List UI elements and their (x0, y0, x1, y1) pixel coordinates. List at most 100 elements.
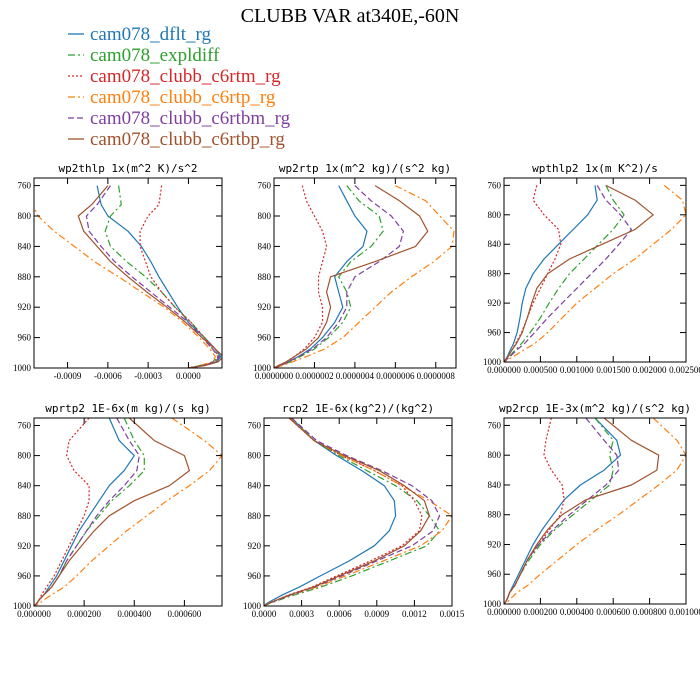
series-line-5 (85, 185, 220, 368)
series-line-3 (504, 418, 565, 604)
panel-title: wp2rtp 1x(m^2 kg)/(s^2 kg) (279, 162, 451, 175)
y-tick-label: 840 (488, 480, 502, 490)
x-tick-label: 0.000400 (117, 609, 151, 619)
y-tick-label: 800 (248, 451, 262, 461)
y-tick-label: 880 (488, 269, 502, 279)
y-tick-label: 960 (18, 333, 32, 343)
series-line-4 (264, 418, 452, 606)
panel-wp2rtp: wp2rtp 1x(m^2 kg)/(s^2 kg) 760 800 840 880 92… (253, 162, 457, 381)
y-tick-label: 760 (18, 181, 32, 191)
legend-entry: cam078_expldiff (68, 45, 220, 66)
series-group (504, 184, 686, 362)
x-tick-label: 0.000000 (487, 607, 521, 617)
x-tick-label: 0.0009 (364, 609, 389, 619)
x-tick-label: 0.0000002 (295, 371, 333, 381)
plot-frame (33, 177, 223, 369)
y-tick-label: 880 (18, 272, 32, 282)
panel-wp2rcp: wp2rcp 1E-3x(m^2 kg)/(s^2 kg) 760 800 840 88… (483, 402, 700, 617)
y-tick-label: 840 (18, 481, 32, 491)
y-tick-label: 760 (18, 421, 32, 431)
series-line-3 (264, 418, 423, 606)
series-line-1 (504, 418, 622, 604)
plot-frame (503, 177, 687, 363)
y-tick-label: 920 (18, 541, 32, 551)
plot-frame (273, 177, 457, 369)
series-line-6 (504, 184, 654, 362)
y-tick-label: 840 (18, 241, 32, 251)
legend-label: cam078_dflt_rg (90, 24, 212, 45)
x-tick-label: 0.0000000 (255, 371, 294, 381)
y-tick-label: 880 (18, 511, 32, 521)
series-line-3 (139, 185, 219, 368)
x-tick-label: 0.000400 (560, 607, 594, 617)
series-line-1 (504, 185, 598, 362)
legend-entry: cam078_dflt_rg (68, 24, 212, 45)
y-tick-label: 760 (488, 420, 502, 430)
y-tick-label: 840 (488, 239, 502, 249)
x-tick-label: 0.0000 (252, 609, 277, 619)
series-line-5 (264, 418, 441, 606)
x-tick-label: 0.001000 (560, 365, 594, 375)
legend-entry: cam078_clubb_c6rtm_rg (68, 66, 281, 87)
y-tick-label: 1000 (243, 601, 262, 611)
y-tick-label: 960 (258, 333, 272, 343)
x-tick-label: 0.0003 (289, 609, 314, 619)
x-tick-label: 0.002000 (633, 365, 667, 375)
panel-title: rcp2 1E-6x(kg^2)/(kg^2) (282, 402, 434, 415)
legend-label: cam078_clubb_c6rtm_rg (90, 66, 281, 87)
series-line-3 (34, 418, 90, 606)
y-tick-label: 1000 (483, 357, 502, 367)
panel-rcp2: rcp2 1E-6x(kg^2)/(kg^2) 760 800 840 880 920 96… (243, 402, 465, 619)
y-tick-label: 920 (248, 541, 262, 551)
series-group (264, 418, 452, 606)
plot-frame (503, 417, 687, 605)
series-line-4 (34, 185, 216, 368)
x-tick-label: 0.000200 (67, 609, 101, 619)
series-line-6 (274, 185, 429, 368)
series-line-6 (34, 418, 190, 606)
panel-title: wp2rcp 1E-3x(m^2 kg)/(s^2 kg) (499, 402, 691, 415)
series-line-4 (274, 185, 455, 368)
panel-wpthlp2: wpthlp2 1x(m K^2)/s 760 800 840 880 920 960 100… (483, 162, 700, 375)
series-group (34, 418, 222, 606)
plot-frame (33, 417, 223, 607)
series-line-1 (264, 418, 397, 606)
series-line-4 (504, 418, 686, 604)
panel-title: wpthlp2 1x(m K^2)/s (532, 162, 658, 175)
y-tick-label: 920 (18, 302, 32, 312)
x-tick-label: 0.0000006 (376, 371, 415, 381)
series-line-2 (104, 185, 219, 368)
x-tick-label: 0.002500 (669, 365, 700, 375)
y-tick-label: 800 (18, 451, 32, 461)
series-group (34, 185, 222, 368)
series-line-1 (34, 418, 135, 606)
y-tick-label: 880 (258, 272, 272, 282)
y-tick-label: 840 (248, 481, 262, 491)
y-tick-label: 760 (488, 180, 502, 190)
x-tick-label: 0.000200 (524, 607, 558, 617)
series-line-2 (274, 185, 384, 368)
series-group (274, 185, 455, 368)
plot-frame (263, 417, 453, 607)
x-tick-label: 0.0000 (176, 371, 201, 381)
y-tick-label: 1000 (253, 363, 272, 373)
x-tick-label: 0.000600 (168, 609, 202, 619)
x-tick-label: 0.000800 (633, 607, 667, 617)
y-tick-label: 800 (488, 450, 502, 460)
y-tick-label: 760 (248, 421, 262, 431)
y-tick-label: 1000 (13, 601, 32, 611)
y-tick-label: 840 (258, 241, 272, 251)
y-tick-label: 1000 (483, 599, 502, 609)
panel-wprtp2: wprtp2 1E-6x(m kg)/(s kg) 760 800 840 880 920… (13, 402, 223, 619)
x-tick-label: -0.0009 (54, 371, 82, 381)
legend: cam078_dflt_rgcam078_expldiffcam078_club… (68, 24, 291, 150)
series-line-2 (504, 418, 614, 604)
x-tick-label: 0.000500 (524, 365, 558, 375)
x-tick-label: 0.0006 (327, 609, 352, 619)
y-tick-label: 800 (18, 211, 32, 221)
panel-title: wprtp2 1E-6x(m kg)/(s kg) (45, 402, 211, 415)
x-tick-label: 0.0000004 (336, 371, 375, 381)
y-tick-label: 880 (488, 510, 502, 520)
x-tick-label: 0.001500 (596, 365, 630, 375)
y-tick-label: 960 (488, 569, 502, 579)
